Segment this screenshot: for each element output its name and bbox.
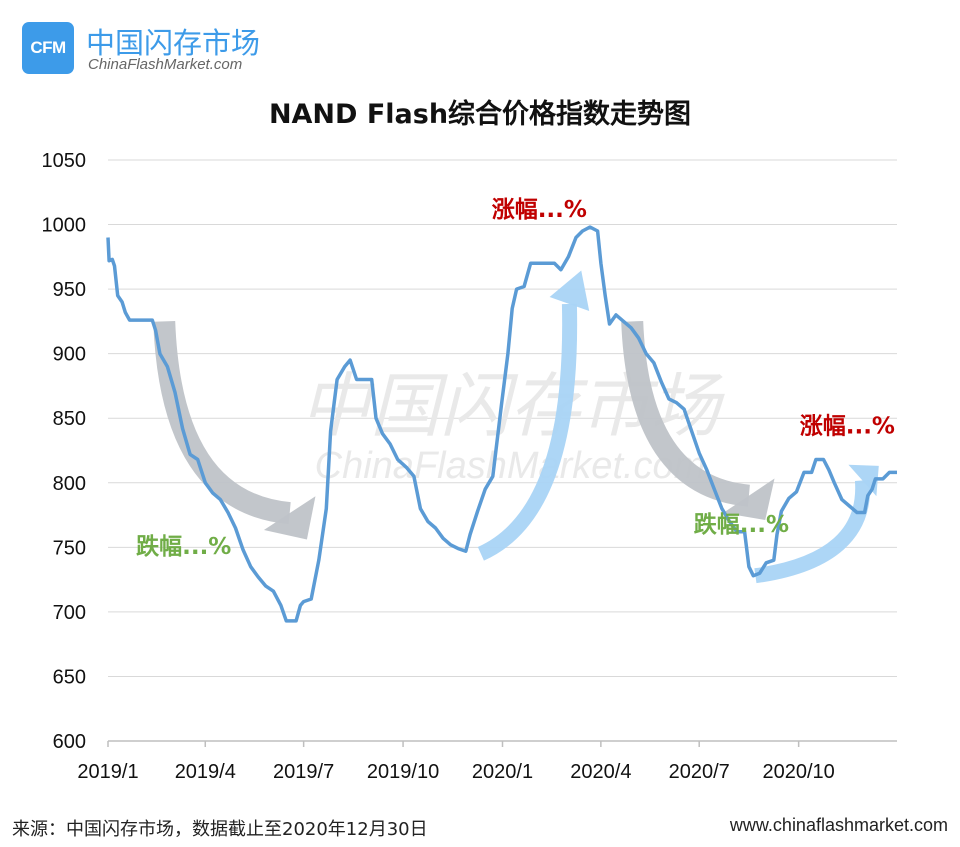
watermark-en: ChinaFlashMarket.com [315,445,706,487]
y-tick-label: 700 [53,602,86,624]
website-link[interactable]: www.chinaflashmarket.com [729,815,948,835]
trend-arrow-head [549,270,590,311]
y-tick-label: 600 [53,731,86,753]
y-tick-label: 800 [53,473,86,495]
x-tick-label: 2019/7 [273,761,334,783]
annotations: 跌幅...% 涨幅...% 跌幅...% 涨幅...% [136,197,895,560]
y-tick-label: 1000 [42,215,87,237]
y-tick-label: 650 [53,666,86,688]
trend-arrow-head [723,478,775,521]
x-tick-label: 2020/1 [472,761,533,783]
fall-annotation: 跌幅...% [694,512,789,538]
x-tick-label: 2019/10 [367,761,439,783]
brand-name-en: ChinaFlashMarket.com [88,56,243,73]
series-layer [106,225,897,623]
trend-arrow-head [263,496,316,540]
cfm-logo: CFM [22,22,74,74]
x-tick-label: 2020/10 [762,761,834,783]
grid-layer [108,159,897,677]
y-tick-label: 850 [53,408,86,430]
y-tick-label: 750 [53,537,86,559]
trend-arrow-shaft [621,320,751,507]
trend-arrow-shaft [477,303,578,561]
source-note: 来源：中国闪存市场，数据截止至2020年12月30日 [12,819,428,840]
y-tick-label: 1050 [42,150,87,172]
chart-title: NAND Flash综合价格指数走势图 [268,99,692,130]
brand-name-cn: 中国闪存市场 [86,26,261,60]
x-tick-label: 2020/4 [570,761,631,783]
axis-layer: 600 650 700 750 800 850 900 950 1000 1050 2019/1 20… [42,150,897,783]
x-tick-label: 2019/1 [77,761,138,783]
y-tick-label: 900 [53,344,86,366]
rise-annotation: 涨幅...% [800,414,895,440]
trend-arrow-shaft [153,320,291,525]
trend-arrow-shaft [754,479,871,584]
x-tick-label: 2019/4 [175,761,236,783]
series-line [106,225,897,623]
fall-annotation: 跌幅...% [136,534,231,560]
x-tick-label: 2020/7 [669,761,730,783]
y-tick-label: 950 [53,279,86,301]
rise-annotation: 涨幅...% [492,197,587,223]
